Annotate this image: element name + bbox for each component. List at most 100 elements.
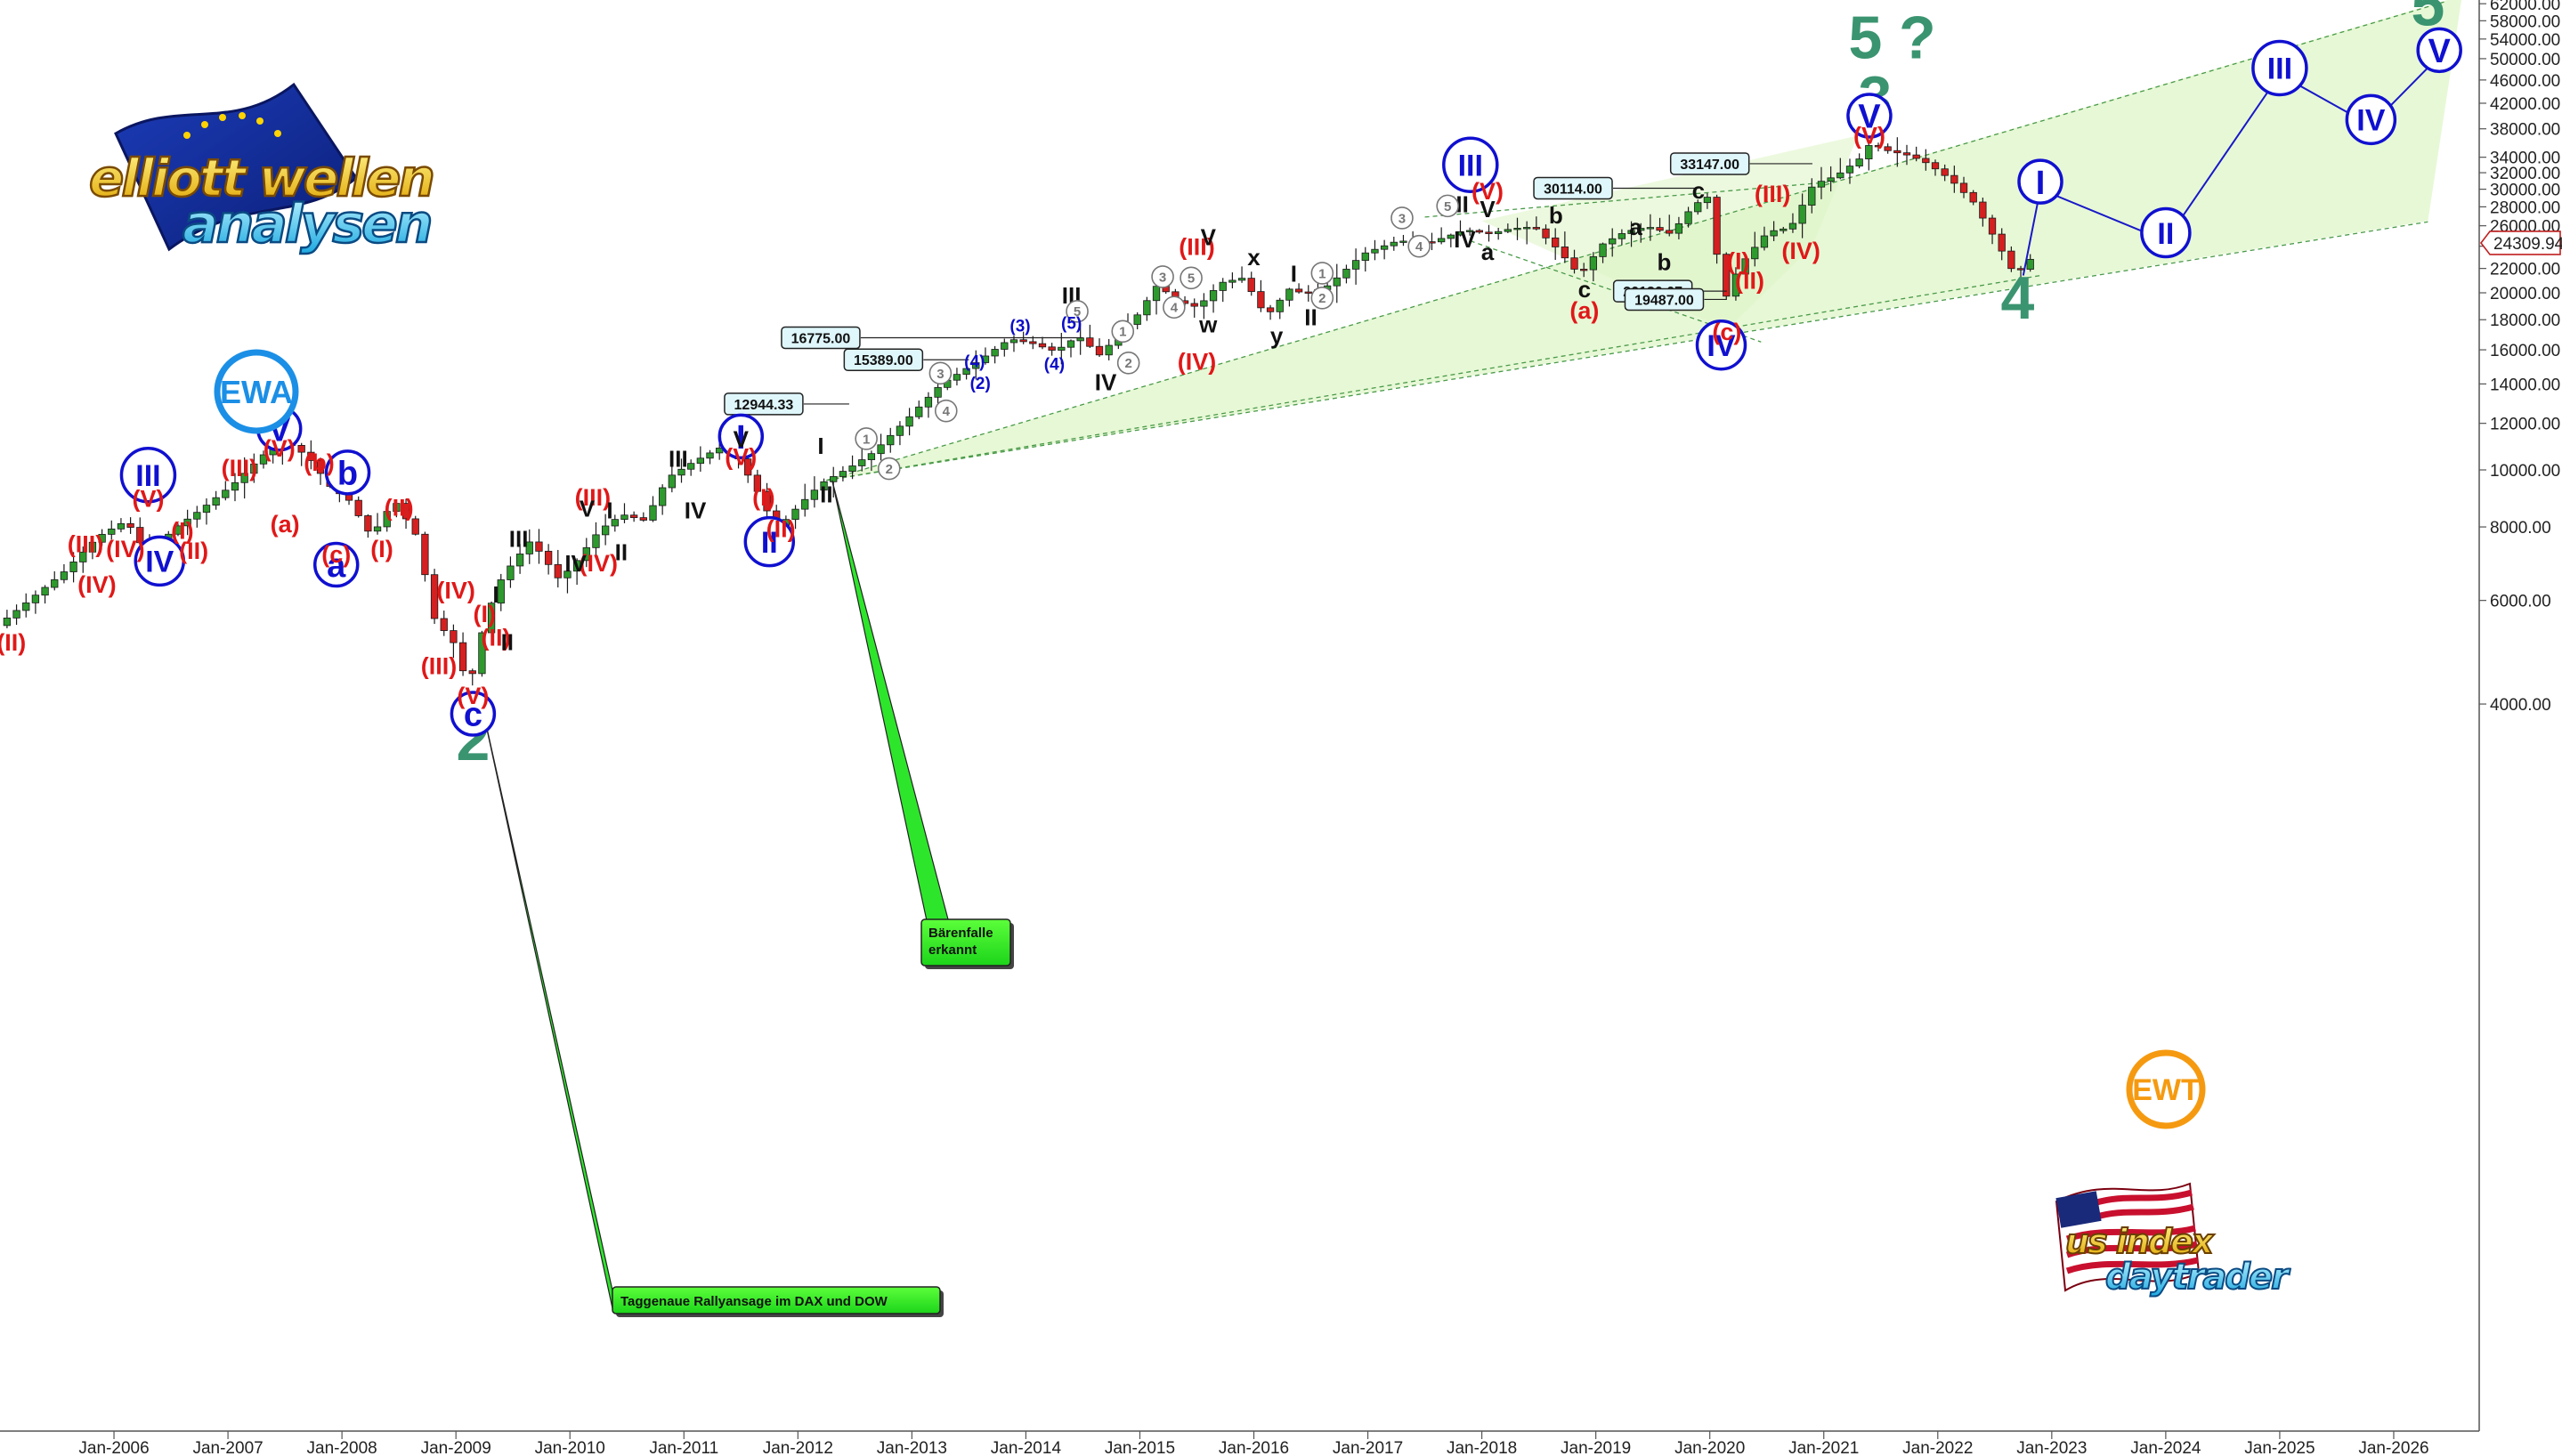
candle-body [1143, 300, 1151, 316]
x-tick-label: Jan-2010 [535, 1439, 605, 1456]
wave-label: (III) [68, 530, 104, 557]
wave-label: a [1481, 239, 1495, 265]
candle-body [1855, 158, 1863, 166]
wave-label-ring [1390, 206, 1414, 230]
candle [867, 450, 876, 471]
wave-label: (III) [575, 484, 612, 511]
candle-body [1038, 343, 1047, 348]
wave-label-ring [1310, 262, 1334, 285]
wave-label: II [2140, 206, 2192, 259]
candle [1788, 213, 1797, 233]
wave-label: 3 [1390, 206, 1414, 230]
wave-label-ring [2140, 206, 2192, 259]
callout-text: Taggenaue Rallyansage im DAX und DOW [620, 1294, 888, 1309]
price-box-frame [724, 392, 804, 416]
wave-label-ring [1111, 320, 1135, 344]
candle [117, 518, 126, 533]
wave-label-text: IV [1095, 369, 1117, 396]
wave-label: b [1658, 248, 1672, 275]
candle-body [867, 453, 876, 460]
candle [1447, 233, 1455, 247]
wave-label-text: II [501, 629, 514, 656]
candle [620, 503, 628, 523]
candle-body [1133, 314, 1141, 325]
wave-label-ring [1180, 266, 1203, 290]
candle-body [515, 554, 524, 567]
candle-body [1950, 174, 1958, 184]
callout-box [612, 1286, 941, 1314]
wave-label-text: 5 ? [1848, 4, 1935, 72]
candle-body [1513, 228, 1521, 231]
candle-body [1105, 344, 1113, 356]
candle-body [744, 458, 752, 476]
wave-label-ring [934, 399, 958, 423]
candle [1969, 190, 1977, 206]
eu-flag-icon [114, 82, 358, 252]
x-tick-label: Jan-2022 [1902, 1439, 1973, 1456]
wave-label: (II) [385, 494, 414, 521]
wave-label: (II) [766, 516, 796, 543]
wave-label: III [2251, 39, 2308, 97]
candle [1219, 278, 1227, 303]
candle [51, 570, 59, 591]
wave-label: (IV) [77, 571, 117, 598]
candle-body [1836, 172, 1844, 179]
wave-label-text: V [1201, 223, 1217, 250]
candle-body [1637, 228, 1645, 231]
y-tick-label: 4000.00 [2490, 696, 2551, 715]
wave-label-text: b [1549, 202, 1563, 229]
wave-label-text: (b) [304, 449, 334, 476]
candle [582, 538, 590, 568]
candle [202, 497, 211, 525]
candle [981, 347, 990, 365]
us-flag-canton [2055, 1191, 2102, 1228]
wave-label-text: 4 [1415, 239, 1423, 255]
y-tick-label: 38000.00 [2490, 121, 2560, 140]
wave-label-text: (I) [752, 484, 774, 511]
candle [1380, 239, 1389, 260]
wave-labels: 1235 ?45VIIIIVIIIIIIVIVbacIIIIIIIVV(V)(b… [0, 0, 2462, 773]
candle [1038, 336, 1047, 350]
channel-support-line [826, 274, 2041, 481]
wave-label: (4) [964, 353, 985, 372]
candle [12, 604, 20, 626]
wave-label-ring [928, 361, 953, 385]
candle [1998, 228, 2006, 261]
candle [1237, 266, 1246, 283]
candle [383, 509, 391, 532]
ewt-badge: EWT [2126, 1049, 2206, 1129]
wave-label: a [1629, 214, 1642, 240]
x-tick-label: Jan-2017 [1333, 1439, 1403, 1456]
wave-label: (a) [1569, 297, 1599, 324]
candle-body [1931, 162, 1940, 170]
candle [629, 511, 638, 522]
wave-label-ring [855, 427, 878, 450]
candle [1390, 236, 1398, 251]
wave-label: (IV) [1781, 238, 1820, 264]
candle [1646, 214, 1655, 241]
candle [430, 569, 439, 625]
candle-body [1580, 269, 1588, 271]
candle [468, 668, 476, 686]
candle-body [1666, 230, 1674, 234]
candle-body [12, 610, 20, 619]
wave-label: II [820, 481, 832, 507]
candle-body [1219, 281, 1227, 291]
candle-body [896, 425, 904, 436]
wave-label: 5 [1180, 266, 1203, 290]
wave-label-text: IV [685, 497, 707, 523]
candle [1437, 227, 1446, 245]
candle-body [1351, 260, 1360, 270]
wave-label-text: (c) [1712, 319, 1741, 345]
candle-body [716, 448, 724, 454]
candle [639, 512, 647, 522]
wave-label-text: (V) [132, 486, 164, 513]
candle-body [1466, 230, 1474, 232]
wave-label-text: (III) [1755, 181, 1791, 207]
wave-label-text: 4 [2000, 264, 2034, 332]
candle [126, 517, 134, 534]
wave-label: 4 [1163, 295, 1186, 320]
wave-label: a [312, 541, 360, 588]
wave-label-text: 4 [1171, 301, 1179, 316]
